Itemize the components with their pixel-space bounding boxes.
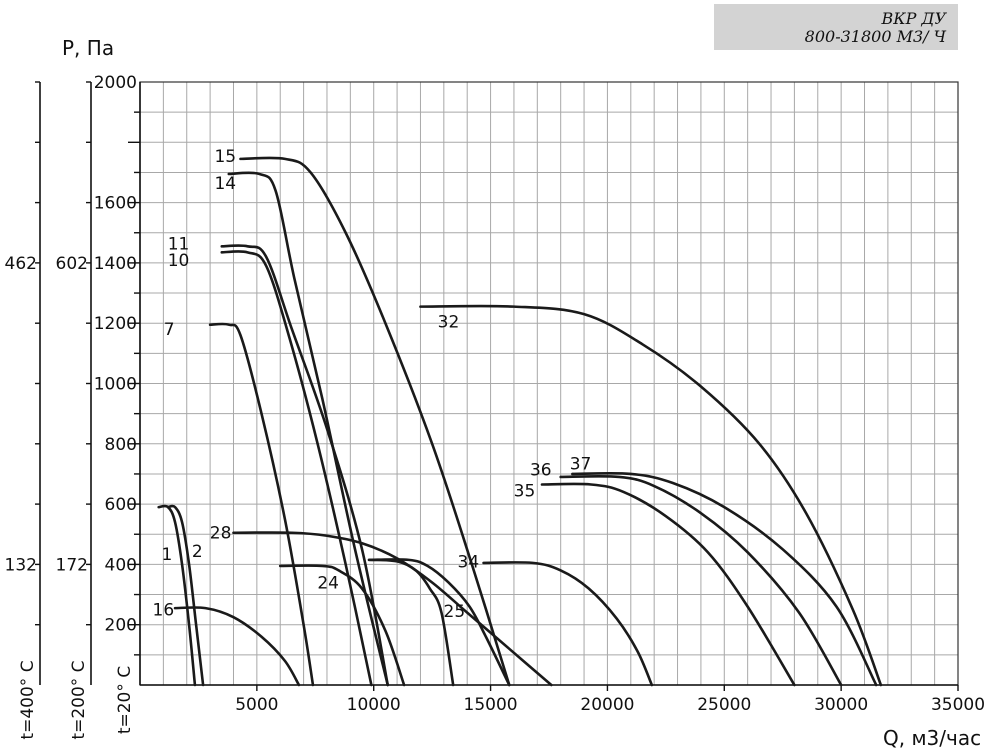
fan-curve-24 [278, 564, 406, 687]
fan-curve-35 [540, 482, 796, 687]
y-tick-label: 600 [105, 495, 137, 515]
fan-curve-36 [559, 475, 843, 687]
x-tick-label: 5000 [235, 695, 278, 715]
fan-curve-1 [157, 504, 197, 687]
temperature-tick-label: 602 [56, 254, 88, 274]
chart-series [157, 156, 883, 687]
y-tick-label: 1400 [94, 254, 137, 274]
y-tick-label: 800 [105, 435, 137, 455]
temperature-tick-label: 132 [5, 555, 37, 575]
fan-curve-10 [220, 250, 373, 687]
curve-label-15: 15 [214, 147, 236, 167]
x-axis-label: Q, м3/час [883, 726, 981, 749]
fan-curve-11 [220, 244, 390, 687]
temperature-tick-label: 462 [5, 254, 37, 274]
curve-label-28: 28 [210, 524, 232, 544]
y-tick-label: 400 [105, 555, 137, 575]
y-axis-label: P, Па [62, 36, 114, 60]
y-tick-label: 2000 [94, 73, 137, 93]
temperature-tick-label: 172 [56, 555, 88, 575]
fan-curve-15 [239, 156, 511, 687]
curve-label-2: 2 [192, 542, 203, 562]
fan-curve-25 [367, 558, 511, 687]
curve-label-24: 24 [317, 573, 339, 593]
curve-label-7: 7 [164, 320, 175, 340]
x-tick-label: 25000 [697, 695, 751, 715]
fan-curve-25 [367, 558, 455, 687]
fan-curve-7 [208, 322, 315, 687]
chart-title-box: ВКР ДУ 800-31800 М3/ Ч [714, 4, 958, 50]
fan-curve-32 [419, 304, 883, 687]
curve-label-32: 32 [438, 313, 460, 333]
chart-grid [139, 81, 959, 686]
curve-label-11: 11 [168, 234, 190, 254]
x-tick-label: 15000 [464, 695, 518, 715]
curve-label-37: 37 [570, 454, 592, 474]
x-tick-label: 30000 [814, 695, 868, 715]
fan-curve-28 [232, 531, 553, 687]
curve-label-25: 25 [444, 602, 466, 622]
curve-label-10: 10 [168, 251, 190, 271]
curve-label-14: 14 [214, 174, 236, 194]
temperature-axis-label: t=400° C [18, 660, 38, 739]
fan-curve-34 [482, 561, 654, 687]
fan-curve-16 [173, 606, 301, 687]
chart-title-line-2: 800-31800 М3/ Ч [804, 27, 946, 46]
x-tick-label: 10000 [347, 695, 401, 715]
curve-label-34: 34 [458, 552, 480, 572]
curve-label-36: 36 [530, 460, 552, 480]
x-tick-label: 20000 [580, 695, 634, 715]
curve-label-1: 1 [161, 545, 172, 565]
fan-curve-14 [227, 171, 390, 687]
y-tick-label: 1200 [94, 314, 137, 334]
temperature-axis-label: t=20° C [115, 666, 135, 734]
chart-axes: 200 400 600 800 1000 1200 1400 1600 2000 5000 1000… [5, 73, 986, 740]
y-tick-label: 200 [105, 616, 137, 636]
fan-curve-37 [571, 471, 878, 687]
fan-curve-2 [166, 504, 205, 687]
y-tick-label: 1600 [94, 194, 137, 214]
chart-title-line-1: ВКР ДУ [881, 9, 946, 28]
curve-label-16: 16 [153, 601, 175, 621]
temperature-axis-label: t=200° C [69, 660, 89, 739]
curve-label-35: 35 [514, 482, 536, 502]
y-tick-label: 1000 [94, 375, 137, 395]
x-tick-label: 35000 [931, 695, 985, 715]
